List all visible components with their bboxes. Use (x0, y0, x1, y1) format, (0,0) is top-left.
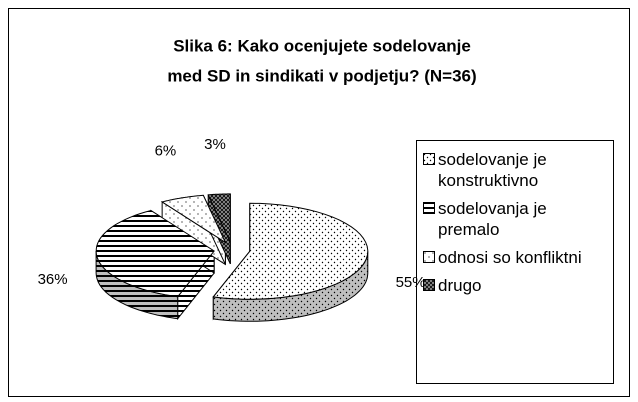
legend-swatch-fill (423, 153, 435, 165)
data-label: 36% (38, 271, 68, 288)
slice-shade (96, 251, 178, 319)
slice (207, 193, 231, 243)
pie (95, 193, 369, 322)
slice-shade (213, 251, 368, 322)
frame (8, 8, 630, 397)
data-label: 3% (204, 136, 226, 153)
legend-swatch (423, 153, 435, 165)
legend-swatch (423, 251, 435, 263)
legend-swatch-fill (423, 251, 435, 263)
legend-item: sodelovanja je premalo (423, 198, 609, 240)
legend-label: odnosi so konfliktni (438, 248, 582, 267)
legend-label: drugo (438, 276, 482, 295)
data-label: 55% (396, 274, 426, 291)
legend-item: sodelovanje je konstruktivno (423, 149, 609, 191)
slice (95, 209, 215, 298)
legend-label: sodelovanja je premalo (438, 199, 547, 239)
slice (212, 202, 369, 300)
slice-tops (95, 193, 369, 300)
legend-swatch (423, 279, 435, 291)
legend-swatch (423, 202, 435, 214)
legend-label: sodelovanje je konstruktivno (438, 150, 547, 190)
chart-title: med SD in sindikati v podjetju? (N=36) (167, 66, 476, 85)
legend: sodelovanje je konstruktivno sodelovanja … (416, 140, 614, 384)
slice (160, 194, 227, 244)
data-label: 6% (155, 142, 177, 159)
legend-item: drugo (423, 275, 609, 296)
chart-title: Slika 6: Kako ocenjujete sodelovanje (173, 36, 471, 55)
legend-swatch-fill (423, 202, 435, 214)
legend-item: odnosi so konfliktni (423, 247, 609, 268)
legend-swatch-fill (423, 279, 435, 291)
